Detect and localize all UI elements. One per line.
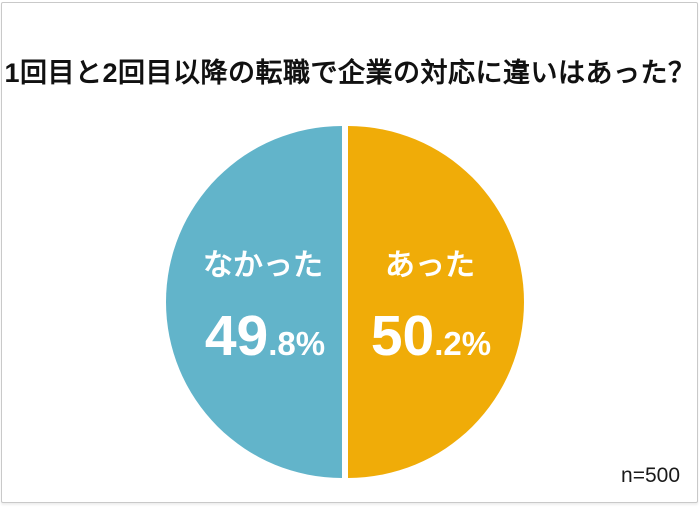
slice-value-nakatta-sub: .8% (268, 325, 326, 362)
slice-label-atta: あった (385, 249, 475, 282)
slice-value-nakatta-main: 49 (204, 304, 269, 368)
slice-value-atta-main: 50 (370, 304, 435, 368)
pie-slice-atta (348, 126, 524, 478)
slice-label-nakatta: なかった (203, 249, 323, 282)
slice-value-atta-sub: .2% (434, 325, 492, 362)
sample-size-label: n=500 (621, 464, 680, 487)
slice-value-atta: 50.2% (331, 308, 531, 365)
pie-slice-nakatta (166, 126, 342, 478)
slice-value-nakatta: 49.8% (165, 308, 365, 365)
chart-title: 1回目と2回目以降の転職で企業の対応に違いはあった？ (4, 58, 696, 88)
